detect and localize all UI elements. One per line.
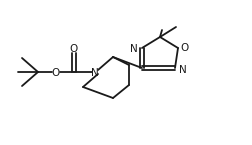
Text: N: N bbox=[91, 68, 99, 78]
Text: O: O bbox=[179, 43, 187, 53]
Text: O: O bbox=[52, 68, 60, 78]
Text: N: N bbox=[130, 44, 137, 54]
Text: O: O bbox=[70, 44, 78, 54]
Text: N: N bbox=[178, 65, 186, 75]
